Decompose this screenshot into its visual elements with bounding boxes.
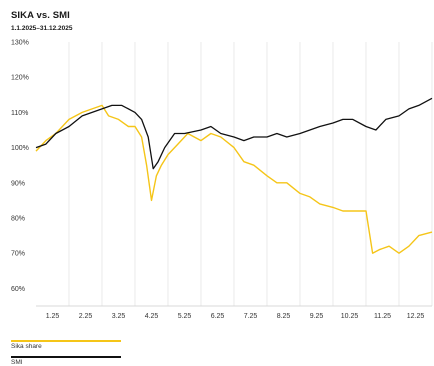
y-axis-ticks: 130% 120% 110% 100% 90% 80% 70% 60% xyxy=(11,40,29,293)
series-line-sika xyxy=(35,104,433,254)
y-tick-label: 130% xyxy=(11,40,29,47)
legend-smi: SMI xyxy=(11,356,121,366)
y-tick-label: 90% xyxy=(11,180,25,187)
x-tick-label: 7.25 xyxy=(244,313,258,320)
x-tick-label: 10.25 xyxy=(341,313,359,320)
legend-smi-label: SMI xyxy=(11,358,23,366)
x-tick-label: 8.25 xyxy=(277,313,291,320)
x-tick-label: 6.25 xyxy=(211,313,225,320)
x-tick-label: 4.25 xyxy=(145,313,159,320)
legend-sika-swatch xyxy=(11,340,121,342)
y-tick-label: 110% xyxy=(11,110,28,117)
y-tick-label: 80% xyxy=(11,216,25,223)
chart-title: SIKA vs. SMI xyxy=(11,10,70,21)
legend-sika-label: Sika share xyxy=(11,342,42,350)
series-lines xyxy=(35,97,433,254)
x-tick-label: 12.25 xyxy=(407,313,425,320)
y-tick-label: 100% xyxy=(11,145,29,152)
legend-sika: Sika share xyxy=(11,340,121,350)
x-tick-label: 5.25 xyxy=(178,313,192,320)
x-tick-label: 2.25 xyxy=(79,313,93,320)
x-tick-label: 9.25 xyxy=(310,313,324,320)
x-axis-ticks: 1.25 2.25 3.25 4.25 5.25 6.25 7.25 8.25 9.25 10.2… xyxy=(46,313,425,320)
x-tick-label: 3.25 xyxy=(112,313,126,320)
y-tick-label: 120% xyxy=(11,75,29,82)
legend-smi-swatch xyxy=(11,356,121,358)
line-chart: 130% 120% 110% 100% 90% 80% 70% 60% 1.25 2.25 3.2… xyxy=(11,40,433,320)
y-tick-label: 60% xyxy=(11,286,25,293)
chart-subtitle: 1.1.2025–31.12.2025 xyxy=(11,25,73,32)
x-tick-label: 1.25 xyxy=(46,313,60,320)
x-tick-label: 11.25 xyxy=(374,313,391,320)
vertical-gridlines xyxy=(36,42,433,307)
series-line-smi xyxy=(35,97,433,170)
y-tick-label: 70% xyxy=(11,251,25,258)
